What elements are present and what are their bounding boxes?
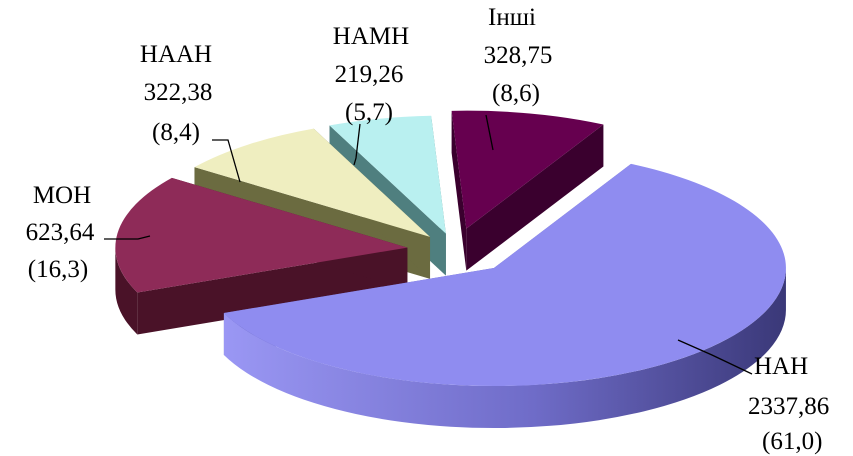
label-naan-value: 322,38: [144, 79, 213, 106]
slice-top-1: [115, 177, 408, 293]
label-mon-name: МОН: [33, 182, 91, 209]
leader-lines: [104, 114, 753, 375]
slice-1: [115, 177, 408, 335]
slice-0: [223, 163, 786, 429]
label-namn-name: НАМН: [333, 23, 409, 50]
slice-side-0: [223, 268, 786, 429]
label-naan-percent: (8,4): [152, 119, 200, 146]
label-inshi-percent: (8,6): [492, 80, 540, 107]
label-nan-percent: (61,0): [762, 428, 822, 455]
label-nan: НАН 2337,86 (61,0): [748, 353, 829, 455]
label-namn-value: 219,26: [335, 61, 404, 88]
label-mon-percent: (16,3): [28, 256, 88, 283]
slice-cut-4-0: [451, 110, 467, 271]
label-inshi-value: 328,75: [484, 42, 553, 69]
slice-top-3: [329, 115, 446, 234]
slice-4: [451, 110, 604, 271]
leader-naan: [212, 139, 241, 183]
label-naan-name: НААН: [140, 41, 212, 68]
slice-cut-4-1: [466, 124, 604, 271]
slice-top-2: [194, 128, 431, 237]
label-inshi-name: Інші: [488, 4, 536, 31]
label-mon: МОН 623,64 (16,3): [26, 182, 95, 283]
leader-inshi: [485, 114, 494, 151]
label-namn-percent: (5,7): [345, 99, 393, 126]
slice-top-0: [223, 163, 786, 387]
label-naan: НААН 322,38 (8,4): [140, 41, 212, 146]
slice-side-1: [115, 247, 138, 335]
label-nan-name: НАН: [754, 353, 808, 380]
label-namn: НАМН 219,26 (5,7): [333, 23, 409, 126]
label-mon-value: 623,64: [26, 219, 95, 246]
leader-namn: [353, 123, 361, 166]
slice-top-4: [451, 110, 604, 229]
label-inshi: Інші 328,75 (8,6): [484, 4, 553, 107]
label-nan-value: 2337,86: [748, 393, 829, 420]
leader-mon: [104, 235, 151, 240]
leader-nan: [677, 339, 753, 375]
pie-slices: [115, 110, 786, 429]
